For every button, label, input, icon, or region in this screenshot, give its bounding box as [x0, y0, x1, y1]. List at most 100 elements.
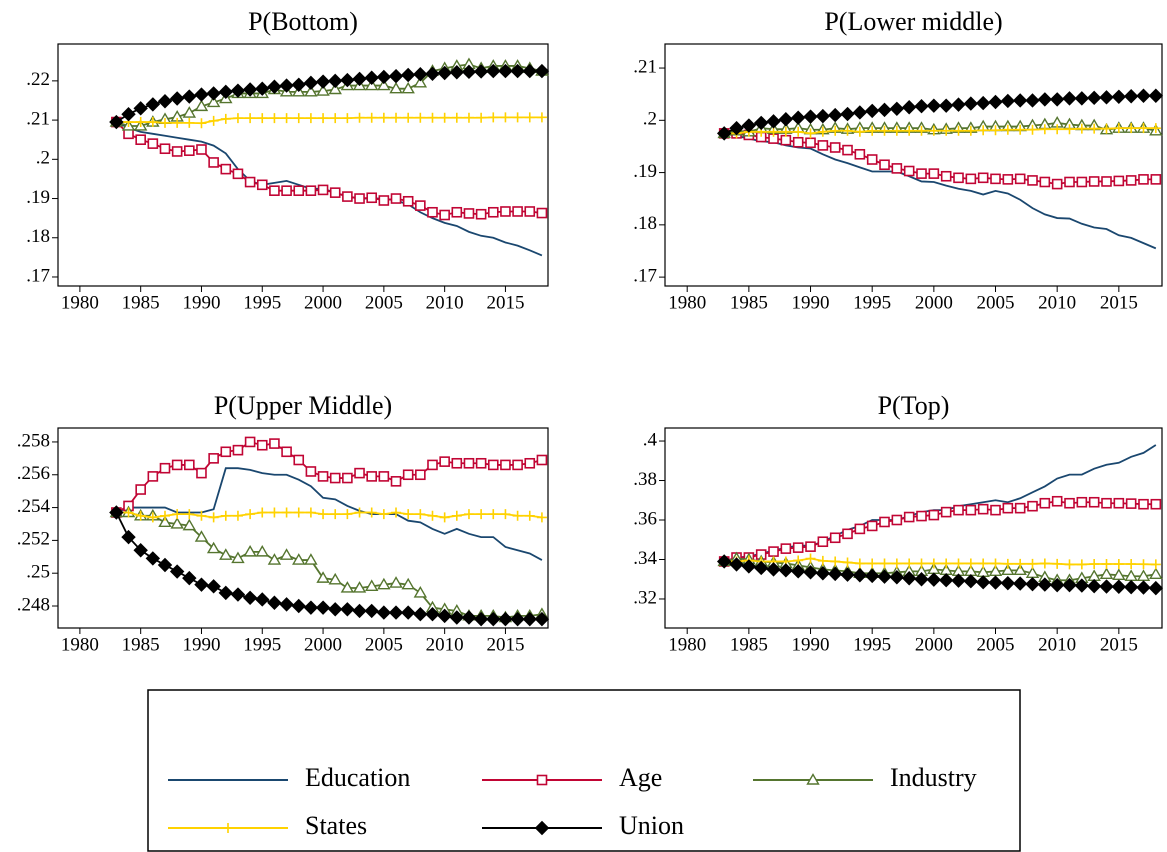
marker [232, 510, 243, 521]
marker [1086, 90, 1102, 106]
marker [413, 66, 428, 82]
x-tick-label: 1995 [853, 634, 891, 655]
marker [159, 117, 170, 128]
marker [977, 172, 989, 184]
x-tick-label: 1980 [668, 292, 706, 313]
marker [439, 512, 450, 523]
series-line [724, 132, 1157, 250]
marker [867, 558, 878, 569]
marker [269, 113, 280, 124]
marker [1138, 559, 1149, 570]
marker [817, 126, 828, 137]
marker [123, 507, 134, 518]
marker [500, 112, 511, 123]
marker [342, 191, 353, 202]
marker [1014, 502, 1026, 514]
marker [512, 459, 523, 471]
marker [170, 517, 184, 529]
marker [328, 602, 343, 617]
marker [402, 469, 414, 481]
y-tick-label: .248 [17, 594, 50, 615]
panel-title: P(Top) [878, 391, 950, 420]
marker [500, 459, 511, 471]
marker [1037, 577, 1053, 592]
marker [461, 610, 477, 625]
marker [1112, 568, 1126, 580]
marker [475, 208, 487, 220]
marker [171, 459, 183, 471]
marker [1012, 576, 1028, 591]
marker [940, 170, 952, 182]
plot-frame [57, 427, 549, 629]
marker [388, 605, 404, 620]
marker [741, 559, 757, 574]
marker [208, 115, 219, 126]
marker [413, 585, 428, 598]
marker [926, 572, 942, 587]
marker [953, 558, 964, 569]
y-tick-label: .19 [633, 161, 657, 182]
marker [401, 577, 415, 590]
marker [1002, 502, 1014, 514]
marker [378, 509, 389, 520]
marker [1076, 176, 1088, 188]
marker [817, 536, 829, 548]
marker [805, 128, 816, 139]
marker [391, 112, 402, 123]
marker [244, 176, 256, 188]
x-tick-label: 1980 [61, 634, 99, 655]
marker [842, 125, 853, 136]
marker [1074, 578, 1090, 593]
marker [524, 112, 535, 123]
marker [354, 193, 365, 204]
marker [741, 118, 757, 133]
marker [437, 608, 452, 624]
marker [463, 509, 474, 520]
y-tick-label: .254 [17, 496, 51, 517]
marker [318, 509, 329, 520]
plot-frame [57, 43, 549, 287]
marker [279, 597, 294, 612]
x-tick-label: 1985 [730, 634, 768, 655]
marker [439, 456, 450, 467]
marker [879, 159, 890, 171]
marker [1027, 500, 1038, 512]
marker [940, 506, 952, 518]
marker [279, 548, 294, 560]
marker [951, 97, 966, 112]
marker [476, 509, 487, 520]
marker [500, 509, 511, 520]
marker [109, 505, 124, 520]
marker [1101, 176, 1112, 187]
x-tick-label: 2005 [365, 292, 403, 313]
marker [1123, 89, 1139, 104]
x-tick-label: 1985 [730, 292, 768, 313]
marker [792, 136, 804, 148]
marker [524, 510, 535, 521]
x-tick-label: 2005 [977, 634, 1015, 655]
marker [473, 64, 489, 79]
marker [147, 117, 158, 128]
y-tick-label: .21 [26, 108, 50, 129]
marker [147, 512, 158, 523]
x-tick-label: 2015 [486, 292, 524, 313]
marker [953, 172, 964, 184]
x-tick-label: 2010 [1038, 634, 1076, 655]
marker [352, 71, 367, 87]
marker [1064, 176, 1075, 188]
marker [305, 507, 316, 518]
marker [267, 595, 282, 610]
marker [425, 607, 440, 622]
marker [827, 107, 843, 123]
marker [427, 112, 438, 123]
marker [990, 504, 1001, 516]
marker [256, 179, 268, 191]
marker [778, 112, 794, 127]
marker [230, 83, 246, 98]
x-tick-label: 2010 [426, 634, 464, 655]
marker [378, 112, 389, 123]
marker [376, 605, 392, 620]
x-tick-label: 1990 [792, 292, 830, 313]
marker [206, 95, 221, 108]
marker [978, 558, 989, 569]
